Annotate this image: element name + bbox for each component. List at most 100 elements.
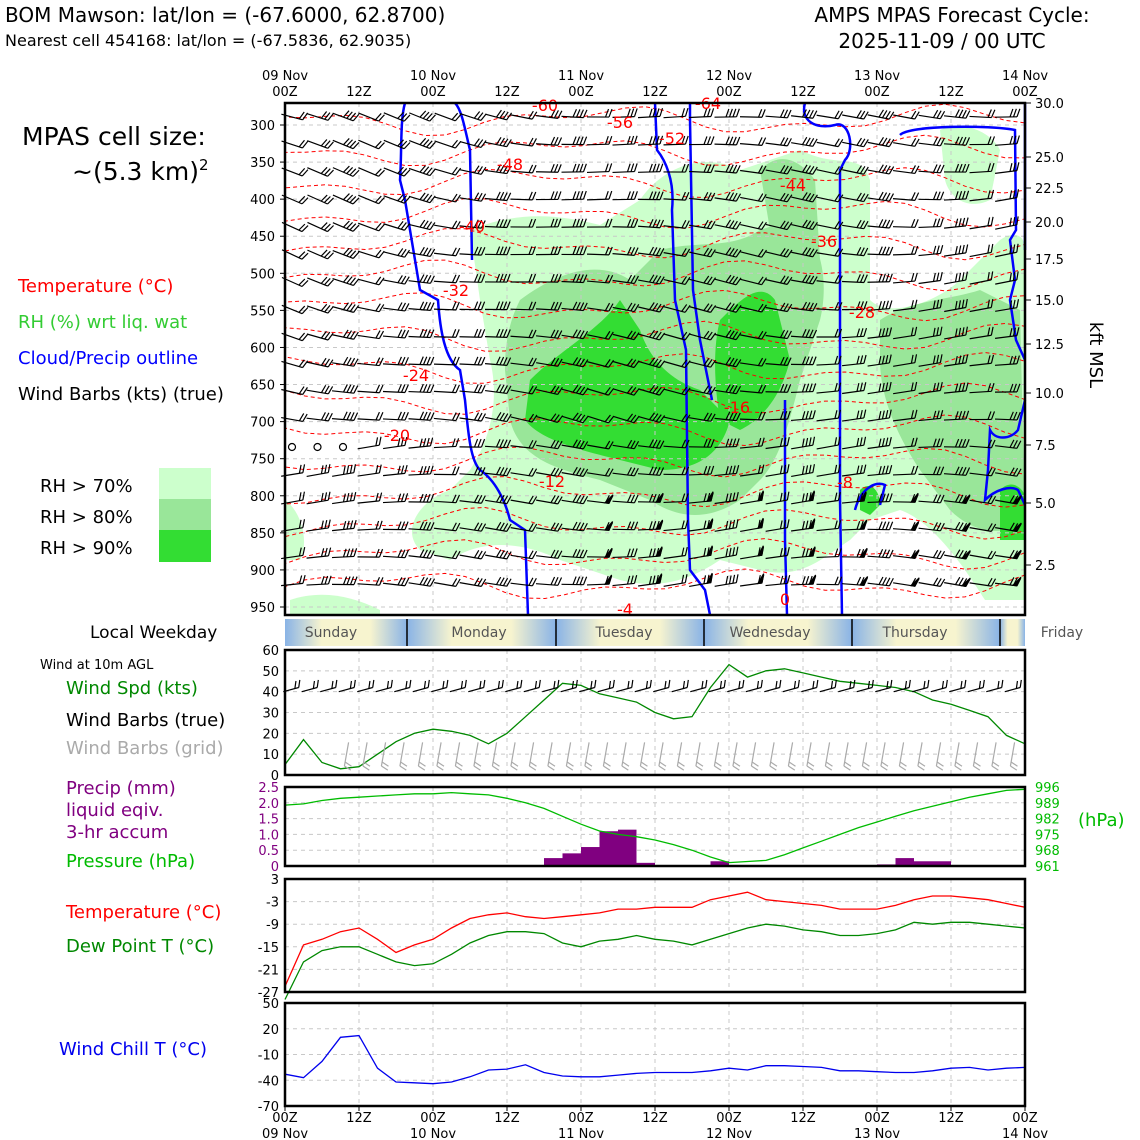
bottom-hour-label: 00Z [568,1111,594,1126]
wind-barb [663,574,688,587]
wind-barb [867,109,895,120]
wind-barb [893,381,918,395]
wind-barb [841,491,867,504]
temperature-contour-label: -8 [837,473,853,492]
wind-barb [408,493,435,503]
surface-wind-barb [579,679,597,693]
barb-flag [909,577,920,587]
wind-barb [765,383,792,393]
y-tick-label: 10 [262,748,279,763]
wind-barb [306,303,334,314]
wind-barb [791,464,815,478]
temperature-contour [284,134,1026,167]
wind-barb [841,519,868,531]
wind-barb [740,330,767,340]
calm-marker [338,442,348,452]
wind-barb [433,384,460,394]
wind-barb [485,109,513,121]
pressure-tick-label: 500 [250,267,275,282]
wind-barb [663,276,691,285]
wind-barb [893,354,918,367]
wind-barb [307,194,334,205]
wind-barb [536,385,563,396]
wind-barb [740,573,765,587]
surface-wind-barb [394,679,412,693]
wind-barb [484,246,511,256]
wind-barb [586,574,613,586]
temperature-contour-label: 0 [780,590,790,609]
wind-speed-label: Wind Spd (kts) [66,678,198,699]
wind-barb [663,191,690,201]
wind-barb [918,382,943,395]
weekday-label: Local Weekday [90,623,217,643]
wind-barb [484,218,511,229]
precip-bar [618,829,637,866]
wind-barb [740,303,767,313]
wind-barb [842,409,867,422]
wind-barb [689,572,713,588]
weekday-label: Friday [1041,625,1083,641]
pressure-tick-label: 996 [1035,781,1060,796]
wind-barb [995,271,1019,285]
wind-barb [714,357,742,368]
weekday-label: Sunday [305,625,357,641]
wind-barb [306,111,334,121]
wind-barb [740,357,767,367]
legend-cloud: Cloud/Precip outline [18,348,198,369]
y-tick-label: -9 [266,918,279,933]
barb-flag [1011,522,1022,533]
wind-barb [510,246,537,256]
wind-barb [969,136,996,146]
surface-wind-barb [708,679,726,693]
wind-barb [689,385,716,395]
wind-barb [740,517,764,533]
wind-barb [459,192,487,202]
wind-barb [918,410,944,422]
wind-barb [867,493,893,504]
barb-flag [603,547,613,558]
wind-barb [765,464,790,477]
surface-wind-barb [301,679,319,693]
wind-barb [969,271,994,285]
wind-barb [357,548,384,558]
wind-barb [561,329,589,340]
wind-barb [357,436,382,450]
wind-barb [969,243,994,258]
wind-barb [459,165,487,175]
top-hour-label: 00Z [1012,85,1038,100]
wind-barb [918,466,945,476]
wind-barb [714,108,740,118]
wind-barb [536,109,563,119]
wind-barb [612,439,640,450]
wind-barb [867,381,892,395]
temperature-contour-label: -56 [607,113,633,132]
precip-bar [914,861,933,866]
wind-barb [714,465,740,477]
wind-barb [994,383,1021,393]
wind-barb [638,274,665,285]
wind-barb [485,411,512,423]
wind-barb [944,244,969,257]
barb-flag [654,546,663,558]
wind-barb [433,412,461,422]
wind-barb [536,495,563,505]
wind-barb [561,273,588,284]
surface-wind-barb [468,679,486,693]
y-tick-label: 0.5 [258,844,279,859]
cross-section-panel: -56 -52 -48 -44 -40 -36 -32 -28 -24 -20 -16 -12 -8 0 -… [250,94,1064,619]
wind-barb [433,466,460,476]
top-hour-label: 12Z [790,85,816,100]
wind-barb [459,111,487,121]
wind-barb [893,110,920,120]
wind-barb [306,519,331,532]
wind-barb [586,135,613,146]
barb-flag [603,521,614,531]
wind-barb [484,328,511,339]
wind-barb [612,330,640,341]
kft-axis-label: kft MSL [1085,322,1106,388]
dewpoint-line [284,921,1026,1000]
wind-barb [740,221,767,231]
wind-barb [638,573,663,587]
wind-barb [358,167,385,177]
wind-barb [867,327,893,339]
